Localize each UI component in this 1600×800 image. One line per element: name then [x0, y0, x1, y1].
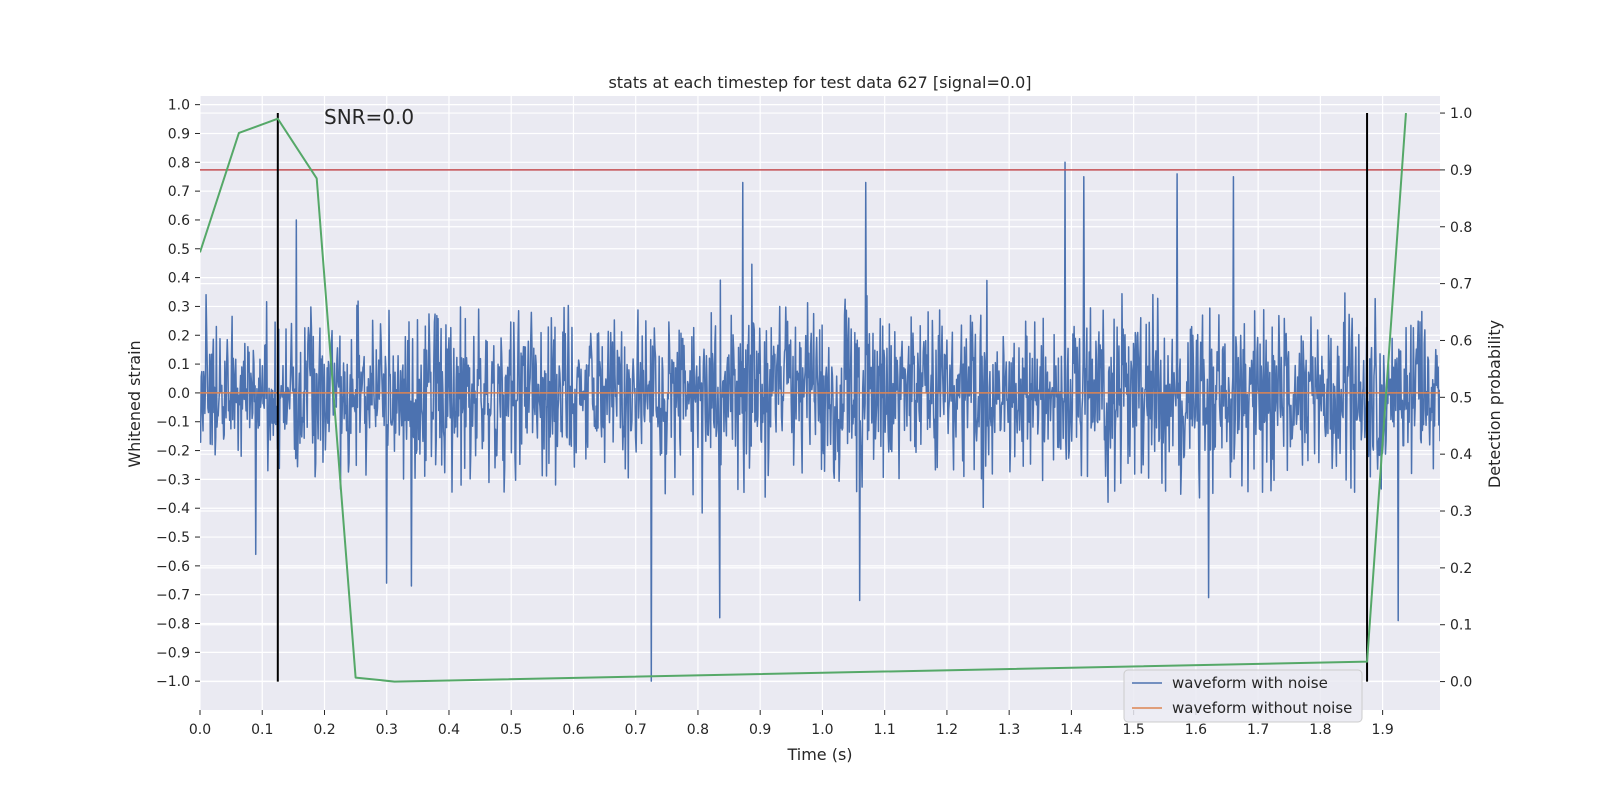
- y-tick-label-right: 0.9: [1450, 163, 1472, 179]
- x-tick-label: 0.2: [313, 722, 335, 738]
- y-tick-label-right: 0.0: [1450, 675, 1472, 691]
- x-tick-label: 0.0: [189, 722, 211, 738]
- x-tick-label: 0.7: [625, 722, 647, 738]
- y-tick-label-right: 0.2: [1450, 561, 1472, 577]
- y-tick-label-left: 0.4: [168, 271, 190, 287]
- y-tick-label-left: −0.9: [156, 645, 190, 661]
- axes: 0.0 0.1 0.2 0.3 0.4 0.5 0.6 0.7 0.8 0.9 1.0 1.1 1.2 1…: [156, 98, 1472, 738]
- y-tick-label-left: −0.5: [156, 530, 190, 546]
- y-tick-label-left: −0.3: [156, 472, 190, 488]
- x-tick-label: 0.9: [749, 722, 771, 738]
- y-tick-label-right: 0.3: [1450, 504, 1472, 520]
- y-tick-label-left: 0.8: [168, 155, 190, 171]
- y-tick-label-left: −0.7: [156, 588, 190, 604]
- series-line-waveform-with-noise: [200, 161, 1440, 682]
- y-tick-label-right: 0.8: [1450, 220, 1472, 236]
- y-tick-label-right: 0.7: [1450, 277, 1472, 293]
- x-tick-label: 1.3: [998, 722, 1020, 738]
- x-tick-label: 1.4: [1060, 722, 1082, 738]
- y-tick-label-left: 0.6: [168, 213, 190, 229]
- y-tick-label-left: −1.0: [156, 674, 190, 690]
- y-tick-label-left: 0.7: [168, 184, 190, 200]
- y-tick-label-left: −0.4: [156, 501, 190, 517]
- y-axis-label-right: Detection probability: [1485, 320, 1504, 488]
- y-tick-label-left: 0.2: [168, 328, 190, 344]
- x-tick-label: 1.1: [874, 722, 896, 738]
- legend-entry-noise: waveform with noise: [1172, 674, 1328, 692]
- x-tick-label: 1.9: [1371, 722, 1393, 738]
- y-tick-label-left: −0.2: [156, 444, 190, 460]
- y-tick-label-right: 0.5: [1450, 390, 1472, 406]
- legend-box: [1123, 669, 1363, 723]
- x-tick-label: 0.4: [438, 722, 460, 738]
- y-tick-label-right: 0.6: [1450, 333, 1472, 349]
- x-tick-label: 0.1: [251, 722, 273, 738]
- y-tick-label-left: 0.0: [168, 386, 190, 402]
- x-tick-label: 1.7: [1247, 722, 1269, 738]
- y-tick-label-left: 1.0: [168, 98, 190, 114]
- x-tick-label: 0.3: [376, 722, 398, 738]
- snr-annotation: SNR=0.0: [324, 105, 414, 129]
- y-tick-label-left: 0.3: [168, 299, 190, 315]
- y-tick-label-left: 0.5: [168, 242, 190, 258]
- y-axis-label-left: Whitened strain: [125, 340, 144, 467]
- x-tick-label: 0.8: [687, 722, 709, 738]
- x-tick-label: 1.2: [936, 722, 958, 738]
- x-tick-label: 0.5: [500, 722, 522, 738]
- y-tick-label-left: 0.1: [168, 357, 190, 373]
- x-tick-label: 1.8: [1309, 722, 1331, 738]
- y-tick-label-right: 0.1: [1450, 618, 1472, 634]
- y-tick-label-left: −0.8: [156, 617, 190, 633]
- x-tick-label: 0.6: [562, 722, 584, 738]
- x-tick-label: 1.6: [1185, 722, 1207, 738]
- series-line-detection-probability: [200, 112, 1407, 683]
- x-tick-label: 1.5: [1123, 722, 1145, 738]
- legend: waveform with noise waveform without noi…: [1123, 669, 1363, 723]
- chart-title: stats at each timestep for test data 627…: [608, 73, 1031, 92]
- legend-entry-clean: waveform without noise: [1172, 699, 1352, 717]
- y-tick-label-right: 0.4: [1450, 447, 1472, 463]
- x-tick-label: 1.0: [811, 722, 833, 738]
- y-tick-label-left: −0.1: [156, 415, 190, 431]
- y-tick-label-left: −0.6: [156, 559, 190, 575]
- y-tick-label-left: 0.9: [168, 126, 190, 142]
- x-axis-label: Time (s): [786, 745, 852, 764]
- y-tick-label-right: 1.0: [1450, 106, 1472, 122]
